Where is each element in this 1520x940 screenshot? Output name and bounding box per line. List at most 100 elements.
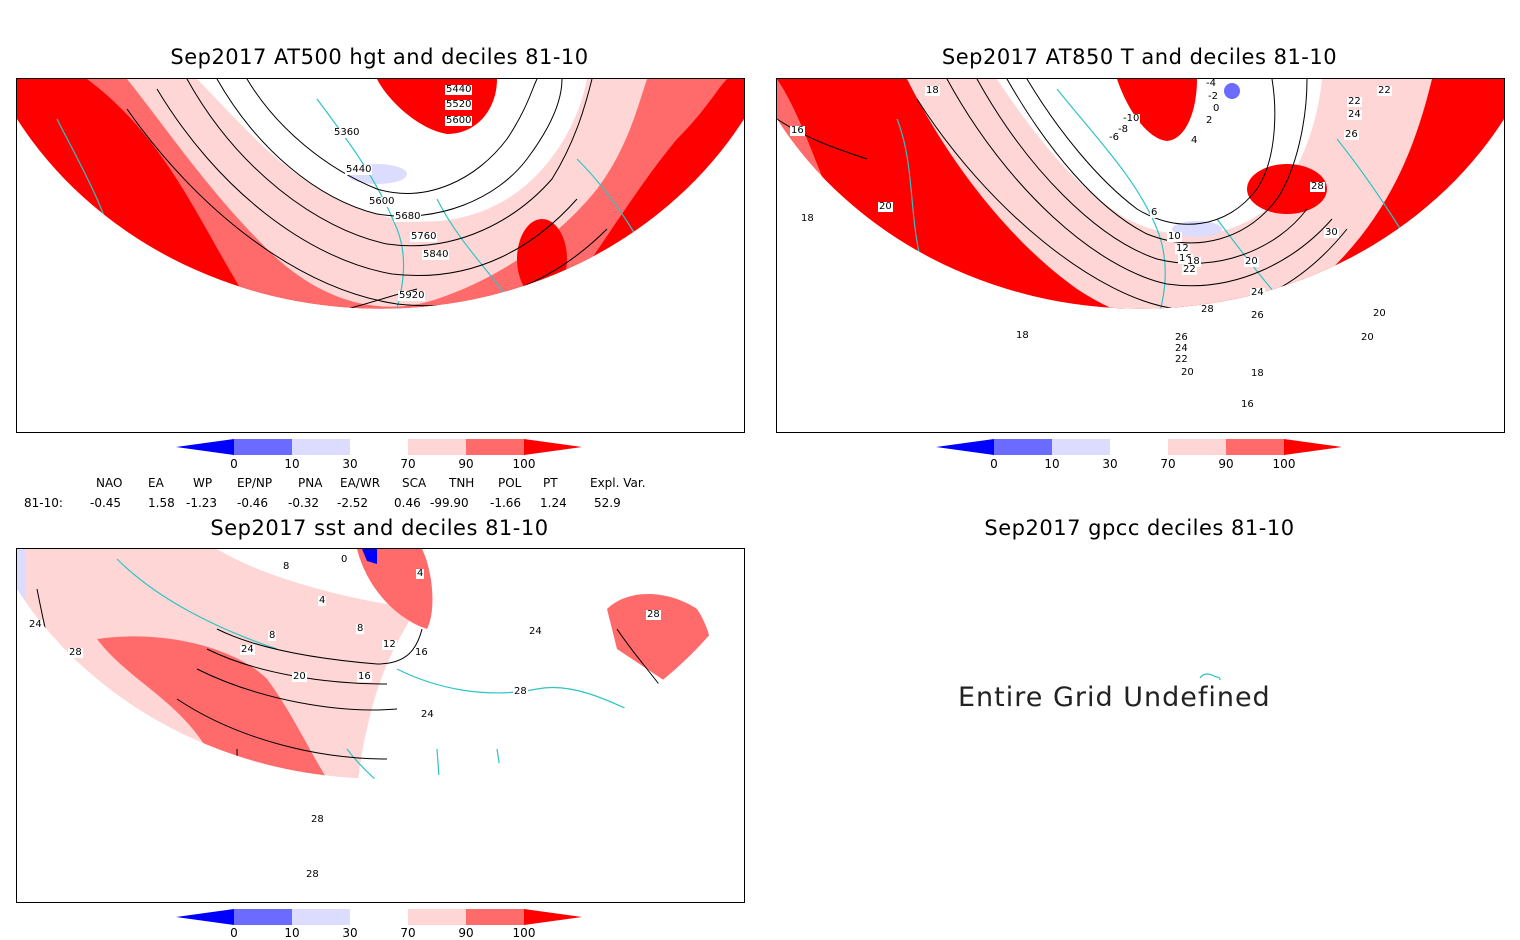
sst-contour-label: 24 xyxy=(420,709,435,720)
t850-contour-label: 2 xyxy=(1205,115,1214,126)
t850-contour-label: 22 xyxy=(1182,264,1197,275)
sst-contour-label: 20 xyxy=(292,671,307,682)
t850-contour-label: -8 xyxy=(1117,124,1129,135)
index-value-eawr: -2.52 xyxy=(337,496,369,510)
index-value-tnh: -99.90 xyxy=(430,496,469,510)
panel-title-hgt: Sep2017 AT500 hgt and deciles 81-10 xyxy=(170,45,589,69)
colorbar-t850-tick-30: 30 xyxy=(1102,457,1118,471)
gpcc-undefined-message: Entire Grid Undefined xyxy=(958,682,1271,713)
t850-contour-label: 26 xyxy=(1174,332,1189,343)
t850-shade-cool xyxy=(1172,221,1222,237)
sst-contour-label: 16 xyxy=(357,671,372,682)
sst-shade-cold xyxy=(362,549,377,564)
colorbar-sst-tick-30: 30 xyxy=(342,926,358,940)
map-panel-t850 xyxy=(776,78,1505,433)
t850-contour-label: 22 xyxy=(1347,96,1362,107)
t850-contour-label: 26 xyxy=(1250,310,1265,321)
sst-contour-label: 28 xyxy=(310,814,325,825)
sst-shade-high xyxy=(267,834,360,870)
colorbar-t850-tick-10: 10 xyxy=(1044,457,1060,471)
t850-contour-label: 24 xyxy=(1174,343,1189,354)
index-value-nao: -0.45 xyxy=(90,496,122,510)
t850-contour-label: -4 xyxy=(1205,78,1217,89)
colorbar-t850: 0 10 30 70 90 100 xyxy=(936,439,1346,473)
index-name-pna: PNA xyxy=(298,476,323,490)
index-name-tnh: TNH xyxy=(449,476,475,490)
colorbar-sst-tick-90: 90 xyxy=(458,926,474,940)
t850-contour-label: 18 xyxy=(925,85,940,96)
t850-contour-label: 20 xyxy=(1180,367,1195,378)
hgt-contour-label: 5440 xyxy=(445,84,473,95)
hgt-contours xyxy=(126,79,608,309)
colorbar-hgt: 0 10 30 70 90 100 xyxy=(176,439,586,473)
sst-contour-label: 0 xyxy=(340,554,349,565)
t850-shade-anom2 xyxy=(1247,164,1327,214)
colorbar-sst-tick-10: 10 xyxy=(284,926,300,940)
gpcc-coastline-fragment xyxy=(1199,673,1221,681)
t850-shade-neutral xyxy=(997,79,1322,236)
sst-contour-label: 4 xyxy=(318,595,327,606)
index-value-expl-var: 52.9 xyxy=(594,496,621,510)
sst-contour-label: 4 xyxy=(416,568,425,579)
t850-contours xyxy=(777,79,1348,309)
panel-title-sst: Sep2017 sst and deciles 81-10 xyxy=(210,516,549,540)
hgt-contour-label: 5840 xyxy=(422,249,450,260)
sst-contour-label: 8 xyxy=(356,623,365,634)
t850-contour-label: -2 xyxy=(1207,91,1219,102)
teleconnection-indices: NAO EA WP EP/NP PNA EA/WR SCA TNH POL PT… xyxy=(0,476,760,512)
t850-contour-label: 18 xyxy=(1250,368,1265,379)
sst-shade-pacific-hot xyxy=(697,669,744,749)
hgt-contour-label: 5520 xyxy=(445,99,473,110)
t850-contour-label: 24 xyxy=(1250,287,1265,298)
sst-map-svg xyxy=(17,549,744,870)
sst-contour-label: 8 xyxy=(268,630,277,641)
t850-contour-label: 18 xyxy=(800,213,815,224)
hgt-shade-anom2 xyxy=(517,219,567,299)
colorbar-sst-tick-100: 100 xyxy=(512,926,536,940)
sst-shade-cool xyxy=(17,549,25,619)
t850-contour-label: 18 xyxy=(1015,330,1030,341)
sst-shade-north xyxy=(357,549,433,629)
colorbar-hgt-tick-30: 30 xyxy=(342,457,358,471)
index-name-epnp: EP/NP xyxy=(237,476,273,490)
colorbar-t850-tick-100: 100 xyxy=(1272,457,1296,471)
sst-shade-mid xyxy=(97,636,351,779)
t850-contour-label: 20 xyxy=(1360,332,1375,343)
colorbar-hgt-tick-90: 90 xyxy=(458,457,474,471)
panel-title-t850: Sep2017 AT850 T and deciles 81-10 xyxy=(941,45,1338,69)
sst-contour-label: 8 xyxy=(282,561,291,572)
t850-contour-label: 20 xyxy=(878,201,893,212)
colorbar-sst-svg xyxy=(176,909,582,925)
t850-contour-label: 26 xyxy=(1344,129,1359,140)
colorbar-hgt-tick-10: 10 xyxy=(284,457,300,471)
sst-contour-label: 16 xyxy=(414,647,429,658)
sst-contour-label: 24 xyxy=(240,644,255,655)
index-name-expl-var: Expl. Var. xyxy=(590,476,646,490)
t850-contour-label: 18 xyxy=(1186,256,1201,267)
t850-contour-label: 24 xyxy=(1347,109,1362,120)
t850-contour-label: 22 xyxy=(1174,354,1189,365)
index-value-pt: 1.24 xyxy=(540,496,567,510)
t850-contour-label: 20 xyxy=(1244,256,1259,267)
index-value-wp: -1.23 xyxy=(186,496,218,510)
sst-contour-label: 12 xyxy=(382,639,397,650)
t850-shade-anom xyxy=(1117,79,1197,141)
colorbar-t850-tick-0: 0 xyxy=(990,457,998,471)
colorbar-hgt-tick-0: 0 xyxy=(230,457,238,471)
t850-contour-label: 16 xyxy=(1178,254,1193,264)
index-name-wp: WP xyxy=(193,476,213,490)
index-name-ea: EA xyxy=(148,476,164,490)
t850-contour-label: 16 xyxy=(790,125,805,136)
t850-shade-cold xyxy=(1224,83,1240,99)
colorbar-t850-tick-70: 70 xyxy=(1160,457,1176,471)
colorbar-sst-tick-70: 70 xyxy=(400,926,416,940)
t850-contour-label: 16 xyxy=(1240,399,1255,410)
sst-contour-label: 24 xyxy=(528,626,543,637)
t850-contour-label: 22 xyxy=(1377,85,1392,96)
t850-contour-label: 20 xyxy=(1372,308,1387,319)
t850-contour-label: 6 xyxy=(1150,207,1159,218)
panel-title-gpcc: Sep2017 gpcc deciles 81-10 xyxy=(984,516,1295,540)
index-name-nao: NAO xyxy=(96,476,123,490)
index-value-ea: 1.58 xyxy=(148,496,175,510)
index-value-sca: 0.46 xyxy=(394,496,421,510)
